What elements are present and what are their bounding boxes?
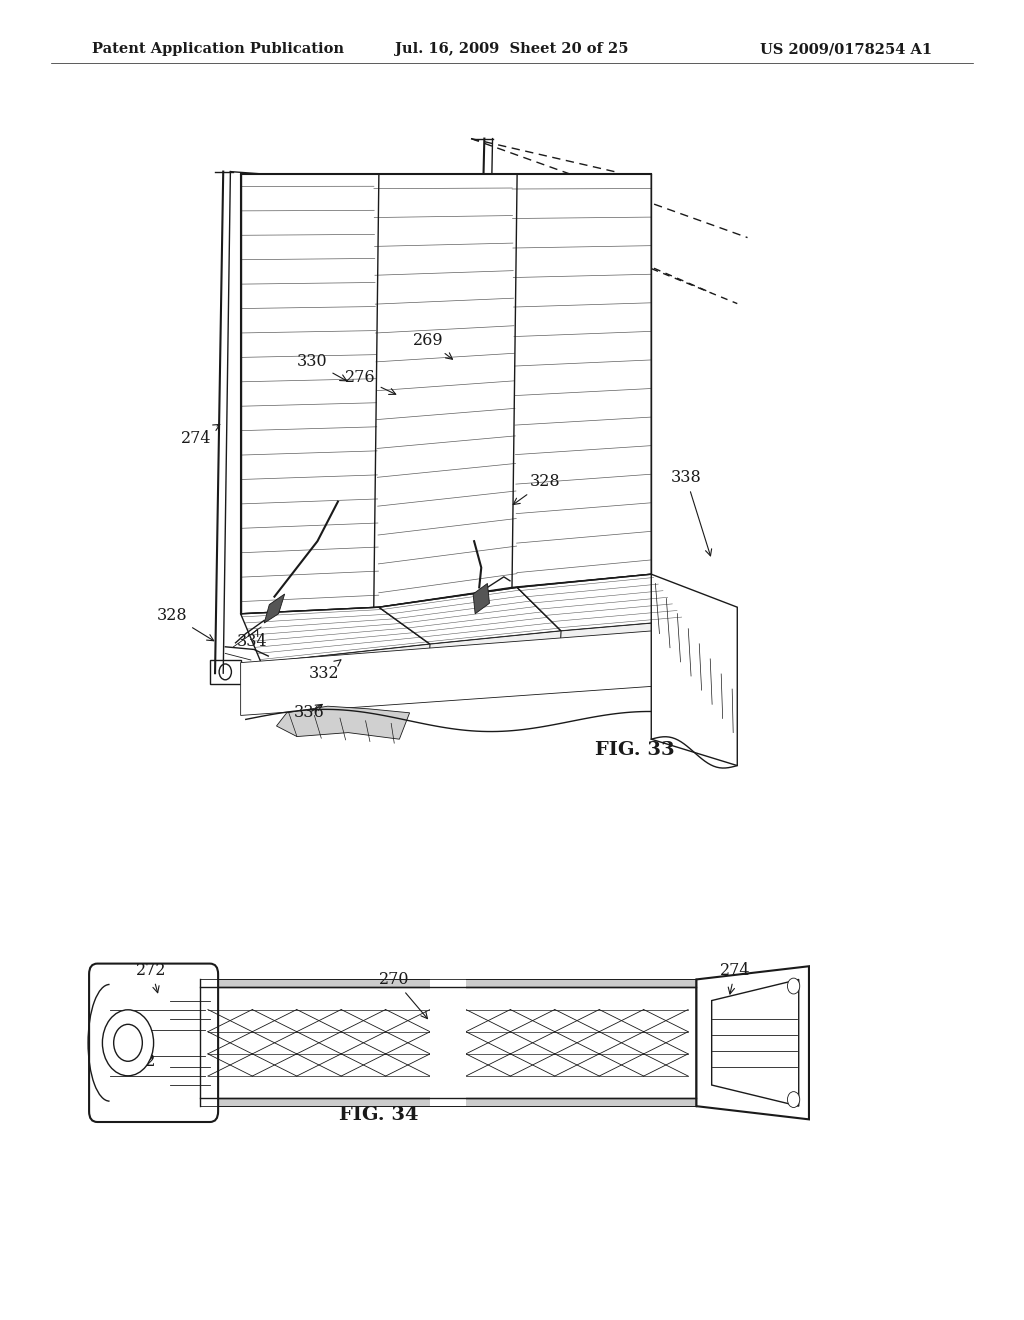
FancyBboxPatch shape — [210, 660, 241, 684]
Polygon shape — [428, 631, 561, 689]
Polygon shape — [258, 644, 430, 710]
Text: 332: 332 — [308, 660, 341, 681]
Circle shape — [787, 978, 800, 994]
Polygon shape — [241, 631, 684, 715]
Polygon shape — [712, 979, 799, 1106]
Text: 336: 336 — [294, 705, 325, 721]
Polygon shape — [473, 583, 489, 614]
Text: 274: 274 — [181, 425, 220, 446]
Text: 328: 328 — [513, 474, 560, 504]
Text: 272: 272 — [136, 962, 167, 993]
Polygon shape — [696, 966, 809, 1119]
Polygon shape — [200, 979, 696, 987]
Text: 330: 330 — [297, 354, 347, 381]
Text: 274: 274 — [720, 962, 751, 994]
Circle shape — [787, 1092, 800, 1107]
Text: FIG. 33: FIG. 33 — [595, 741, 675, 759]
Polygon shape — [200, 987, 696, 1098]
Circle shape — [114, 1024, 142, 1061]
Text: 334: 334 — [237, 630, 267, 649]
Polygon shape — [651, 574, 737, 766]
Circle shape — [102, 1010, 154, 1076]
Text: 328: 328 — [157, 607, 214, 640]
Text: 338: 338 — [671, 470, 712, 556]
Polygon shape — [430, 979, 466, 1106]
Text: 342: 342 — [126, 1053, 157, 1069]
Polygon shape — [264, 594, 285, 623]
Polygon shape — [200, 1098, 696, 1106]
Text: 269: 269 — [413, 333, 453, 359]
Circle shape — [219, 664, 231, 680]
Text: FIG. 34: FIG. 34 — [339, 1106, 419, 1125]
Text: Patent Application Publication: Patent Application Publication — [92, 42, 344, 57]
Text: US 2009/0178254 A1: US 2009/0178254 A1 — [760, 42, 932, 57]
Polygon shape — [276, 706, 410, 739]
Text: 276: 276 — [345, 370, 395, 395]
Polygon shape — [517, 574, 684, 631]
Text: 270: 270 — [379, 972, 427, 1019]
Polygon shape — [241, 174, 651, 614]
Polygon shape — [379, 587, 561, 644]
FancyBboxPatch shape — [89, 964, 218, 1122]
Polygon shape — [559, 620, 684, 676]
Polygon shape — [241, 607, 430, 663]
Text: Jul. 16, 2009  Sheet 20 of 25: Jul. 16, 2009 Sheet 20 of 25 — [395, 42, 629, 57]
